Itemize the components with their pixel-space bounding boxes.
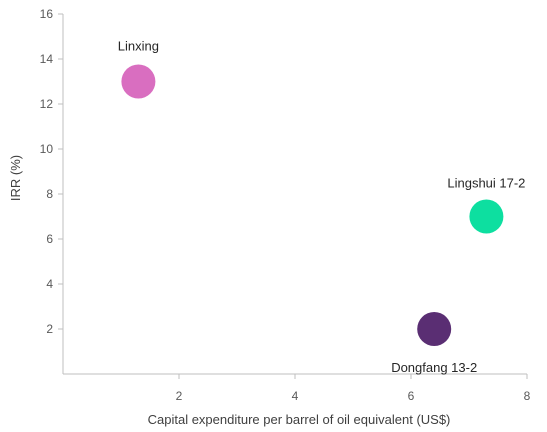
y-axis-title: IRR (%)	[8, 155, 23, 201]
data-points	[121, 64, 504, 346]
data-point-dongfang-13-2	[417, 312, 452, 346]
x-tick-label: 6	[408, 389, 415, 403]
data-point-linxing	[121, 64, 156, 99]
point-label: Linxing	[118, 39, 159, 54]
point-labels: Linxing Lingshui 17-2 Dongfang 13-2	[118, 39, 526, 376]
y-tick-label: 2	[46, 322, 53, 336]
x-tick-label: 8	[524, 389, 531, 403]
y-tick-label: 14	[40, 52, 54, 66]
y-tick-label: 16	[40, 7, 54, 21]
y-tick-label: 8	[46, 187, 53, 201]
x-axis-title: Capital expenditure per barrel of oil eq…	[148, 412, 451, 427]
y-ticks: 2 4 6 8 10 12 14 16	[40, 7, 63, 336]
point-label: Dongfang 13-2	[391, 360, 477, 375]
y-tick-label: 12	[40, 97, 54, 111]
y-tick-label: 4	[46, 277, 53, 291]
data-point-lingshui-17-2	[469, 199, 504, 234]
y-tick-label: 6	[46, 232, 53, 246]
x-tick-label: 2	[176, 389, 183, 403]
point-label: Lingshui 17-2	[447, 176, 525, 191]
x-ticks: 2 4 6 8	[176, 374, 531, 403]
x-tick-label: 4	[292, 389, 299, 403]
y-tick-label: 10	[40, 142, 54, 156]
